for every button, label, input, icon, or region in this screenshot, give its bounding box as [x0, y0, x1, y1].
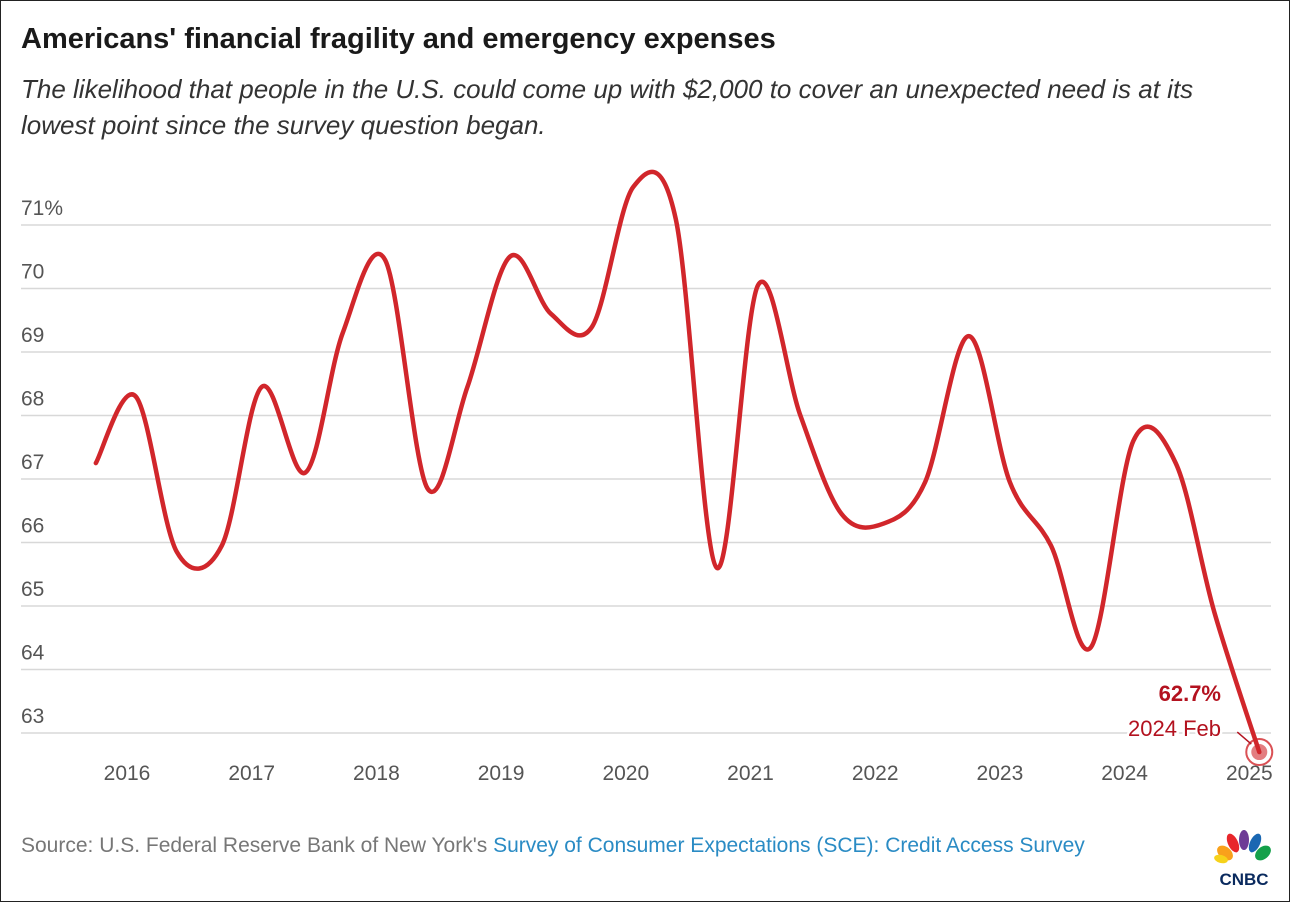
data-point: [631, 185, 635, 189]
source-note: Source: U.S. Federal Reserve Bank of New…: [21, 830, 1211, 862]
chart-subtitle: The likelihood that people in the U.S. c…: [21, 74, 1194, 140]
y-tick-label: 66: [21, 515, 44, 538]
data-point: [1212, 610, 1216, 614]
annotation-date: 2024 Feb: [1128, 716, 1221, 741]
data-point: [1174, 461, 1178, 465]
x-tick-label: 2018: [353, 762, 400, 785]
data-point: [756, 283, 760, 287]
data-point: [220, 544, 224, 548]
line-chart: 63 64 65 66 67 68 69 70 71% 2016 2017 2018 2019 2020 2…: [21, 169, 1274, 785]
data-point: [383, 258, 387, 262]
x-tick-label: 2021: [727, 762, 774, 785]
source-link[interactable]: Survey of Consumer Expectations (SCE): C…: [493, 834, 1085, 857]
y-tick-label: 69: [21, 324, 44, 347]
highlight-dot: [1251, 744, 1268, 761]
data-point: [882, 521, 886, 525]
data-point: [303, 471, 307, 475]
annotation-value: 62.7%: [1159, 681, 1221, 706]
data-point: [508, 255, 512, 259]
y-tick-label: 63: [21, 705, 44, 728]
data-point: [341, 331, 345, 335]
data-point: [715, 566, 719, 570]
y-tick-label: 67: [21, 451, 44, 474]
x-tick-label: 2025: [1226, 762, 1273, 785]
x-tick-label: 2023: [977, 762, 1024, 785]
y-tick-label: 71%: [21, 197, 63, 220]
data-point: [465, 385, 469, 389]
peacock-icon: CNBC: [1214, 830, 1271, 889]
data-point: [1008, 480, 1012, 484]
data-point: [175, 550, 179, 554]
data-point: [923, 480, 927, 484]
data-point: [1131, 439, 1135, 443]
data-point: [94, 461, 98, 465]
x-tick-label: 2016: [104, 762, 151, 785]
data-point: [1049, 544, 1053, 548]
x-tick-label: 2022: [852, 762, 899, 785]
data-point: [840, 512, 844, 516]
x-tick-label: 2019: [478, 762, 525, 785]
x-tick-label: 2020: [602, 762, 649, 785]
source-prefix: Source: U.S. Federal Reserve Bank of New…: [21, 834, 494, 857]
chart-title: Americans' financial fragility and emerg…: [21, 23, 776, 55]
x-tick-label: 2017: [228, 762, 275, 785]
logo-text: CNBC: [1219, 870, 1268, 889]
annotation-arrow: [1236, 731, 1252, 745]
data-point: [260, 385, 264, 389]
data-point: [134, 394, 138, 398]
data-point: [426, 487, 430, 491]
data-point: [1089, 645, 1093, 649]
y-tick-label: 65: [21, 578, 44, 601]
data-point: [549, 312, 553, 316]
cnbc-logo: CNBC: [1211, 829, 1277, 889]
data-point: [798, 414, 802, 418]
data-point: [967, 334, 971, 338]
y-tick-label: 68: [21, 388, 44, 411]
x-tick-label: 2024: [1101, 762, 1148, 785]
data-point: [674, 217, 678, 221]
data-point: [590, 325, 594, 329]
y-tick-label: 70: [21, 261, 44, 284]
y-tick-label: 64: [21, 642, 45, 665]
highlight-ring: [1245, 738, 1274, 767]
series-line: [93, 169, 1262, 755]
